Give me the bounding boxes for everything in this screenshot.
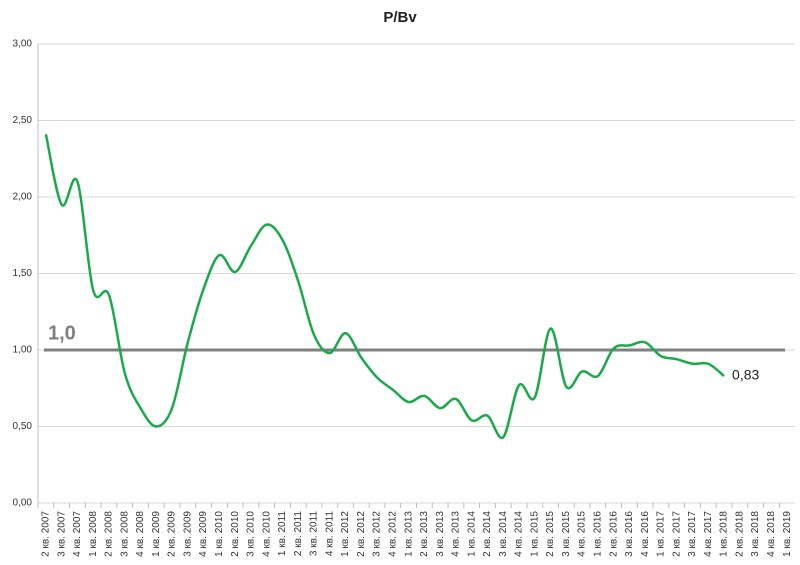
x-tick-label: 3 кв. 2012 (372, 511, 383, 557)
x-tick-label: 4 кв. 2008 (135, 511, 146, 557)
x-tick-label: 1 кв. 2008 (88, 511, 99, 557)
line-series (44, 133, 725, 440)
x-tick-label: 3 кв. 2013 (435, 511, 446, 557)
x-tick-label: 3 кв. 2014 (498, 511, 509, 557)
chart-title: P/Bv (383, 9, 417, 26)
x-tick-label: 2 кв. 2012 (356, 511, 367, 557)
y-tick-label: 1,50 (13, 268, 33, 279)
x-tick-label: 3 кв. 2010 (246, 511, 257, 557)
x-tick-label: 1 кв. 2009 (151, 511, 162, 557)
x-tick-label: 3 кв. 2016 (624, 511, 635, 557)
x-tick-label: 1 кв. 2011 (277, 511, 288, 557)
x-tick-label: 4 кв. 2014 (514, 511, 525, 557)
x-tick-label: 3 кв. 2017 (687, 511, 698, 557)
data-label: 0,83 (732, 367, 759, 383)
x-tick-label: 2 кв. 2015 (545, 511, 556, 557)
x-tick-label: 4 кв. 2009 (198, 511, 209, 557)
y-tick-label: 0,00 (13, 498, 33, 509)
x-tick-label: 4 кв. 2015 (577, 511, 588, 557)
x-tick-label: 3 кв. 2011 (309, 511, 320, 557)
x-tick-label: 2 кв. 2014 (482, 511, 493, 557)
x-tick-label: 4 кв. 2017 (703, 511, 714, 557)
x-tick-label: 1 кв. 2017 (656, 511, 667, 557)
x-tick-label: 2 кв. 2018 (734, 511, 745, 557)
x-tick-label: 4 кв. 2007 (72, 511, 83, 557)
x-tick-label: 3 кв. 2008 (119, 511, 130, 557)
x-tick-label: 1 кв. 2012 (340, 511, 351, 557)
x-tick-label: 4 кв. 2012 (387, 511, 398, 557)
x-tick-label: 1 кв. 2018 (719, 511, 730, 557)
x-tick-label: 2 кв. 2017 (671, 511, 682, 557)
y-tick-label: 1,00 (13, 345, 33, 356)
x-tick-label: 1 кв. 2013 (403, 511, 414, 557)
y-tick-label: 2,50 (13, 115, 33, 126)
reference-label: 1,0 (48, 322, 76, 344)
y-tick-label: 0,50 (13, 421, 33, 432)
x-tick-label: 3 кв. 2018 (750, 511, 761, 557)
x-tick-label: 2 кв. 2011 (293, 511, 304, 557)
x-tick-label: 3 кв. 2007 (56, 511, 67, 557)
x-tick-label: 4 кв. 2018 (766, 511, 777, 557)
x-tick-label: 2 кв. 2007 (41, 511, 52, 557)
x-tick-label: 1 кв. 2014 (466, 511, 477, 557)
x-tick-label: 4 кв. 2013 (451, 511, 462, 557)
x-tick-label: 2 кв. 2010 (230, 511, 241, 557)
x-tick-label: 1 кв. 2015 (529, 511, 540, 557)
x-tick-label: 4 кв. 2011 (324, 511, 335, 557)
x-tick-label: 2 кв. 2013 (419, 511, 430, 557)
x-tick-label: 4 кв. 2010 (261, 511, 272, 557)
x-tick-label: 4 кв. 2016 (640, 511, 651, 557)
x-tick-label: 1 кв. 2010 (214, 511, 225, 557)
x-tick-label: 1 кв. 2019 (782, 511, 793, 557)
x-tick-label: 3 кв. 2015 (561, 511, 572, 557)
y-tick-label: 2,00 (13, 192, 33, 203)
x-tick-label: 2 кв. 2016 (608, 511, 619, 557)
x-tick-label: 1 кв. 2016 (593, 511, 604, 557)
x-tick-label: 3 кв. 2009 (182, 511, 193, 557)
x-tick-label: 2 кв. 2008 (104, 511, 115, 557)
x-tick-label: 2 кв. 2009 (167, 511, 178, 557)
y-tick-label: 3,00 (13, 39, 33, 50)
